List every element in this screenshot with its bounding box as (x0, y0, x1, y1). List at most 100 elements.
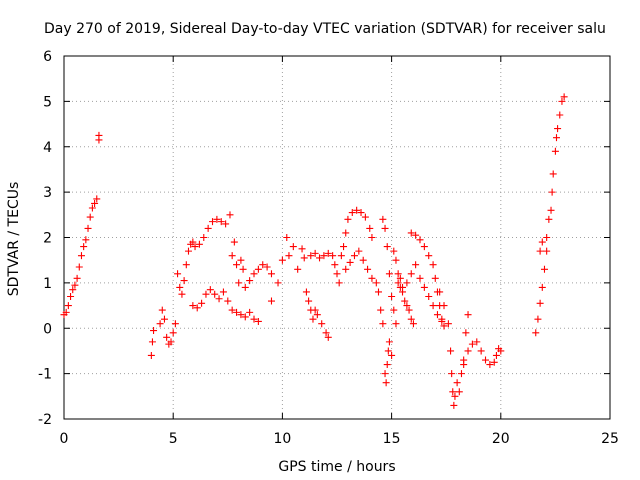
data-point (416, 236, 424, 244)
data-point (80, 243, 88, 251)
data-point (346, 258, 354, 266)
data-point (204, 224, 212, 232)
data-point (230, 238, 238, 246)
data-point (91, 199, 99, 207)
data-point (62, 308, 70, 316)
data-point (158, 306, 166, 314)
y-axis-label: SDTVAR / TECUs (6, 182, 22, 297)
data-point (448, 370, 456, 378)
data-point (335, 279, 343, 287)
data-point (71, 281, 79, 289)
data-point (156, 320, 164, 328)
data-point (381, 370, 389, 378)
y-tick-label: 3 (43, 185, 52, 201)
data-point (189, 302, 197, 310)
data-point (95, 131, 103, 139)
data-point (394, 279, 402, 287)
data-point (77, 252, 85, 260)
data-point (451, 392, 459, 400)
data-point (193, 304, 201, 312)
data-point (93, 195, 101, 203)
data-point (300, 254, 308, 262)
gridlines (64, 56, 610, 419)
data-point (337, 252, 345, 260)
data-point (182, 261, 190, 269)
data-point (283, 234, 291, 241)
data-point (350, 252, 358, 260)
data-point (392, 320, 400, 328)
data-point (381, 224, 389, 232)
y-tick-label: -1 (38, 367, 52, 383)
data-point (176, 283, 184, 291)
data-point (289, 243, 297, 251)
data-point (311, 249, 319, 257)
data-point (359, 256, 367, 264)
data-point (433, 311, 441, 319)
data-point (538, 238, 546, 246)
data-point (333, 270, 341, 278)
data-point (558, 97, 566, 105)
data-point (464, 347, 472, 355)
data-point (342, 229, 350, 237)
data-point (285, 252, 293, 260)
data-point (311, 306, 319, 314)
data-point (189, 238, 197, 246)
data-point (388, 351, 396, 359)
data-point (379, 215, 387, 223)
data-point (540, 265, 548, 273)
data-point (82, 236, 90, 244)
data-point (267, 297, 275, 305)
data-point (148, 338, 156, 346)
data-point (163, 333, 171, 341)
y-tick-label: 4 (43, 140, 52, 156)
data-point (556, 111, 564, 119)
data-point (372, 279, 380, 287)
data-point (420, 243, 428, 251)
data-point (222, 220, 230, 228)
data-point (174, 270, 182, 278)
data-point (298, 245, 306, 253)
x-tick-label: 0 (60, 431, 69, 447)
data-point (403, 279, 411, 287)
data-point (383, 361, 391, 369)
data-point (416, 274, 424, 282)
data-point (250, 315, 258, 323)
data-point (213, 215, 221, 223)
data-point (73, 274, 81, 282)
data-point (233, 261, 241, 269)
data-point (228, 252, 236, 260)
data-point (206, 286, 214, 294)
data-point (431, 274, 439, 282)
data-point (482, 356, 490, 364)
x-tick-label: 20 (492, 431, 510, 447)
x-tick-label: 5 (169, 431, 178, 447)
data-point (388, 292, 396, 300)
data-point (224, 297, 232, 305)
data-point (320, 252, 328, 260)
data-point (64, 302, 72, 310)
data-point (549, 170, 557, 178)
data-point (366, 224, 374, 232)
data-point (342, 265, 350, 273)
data-point (547, 206, 555, 214)
data-point (440, 302, 448, 310)
data-point (180, 277, 188, 285)
data-point (167, 338, 175, 346)
x-axis-label: GPS time / hours (278, 459, 395, 475)
y-tick-label: 2 (43, 231, 52, 247)
x-tick-label: 15 (383, 431, 401, 447)
data-point (450, 401, 458, 409)
data-point (309, 315, 317, 323)
data-point (457, 370, 465, 378)
data-point (534, 315, 542, 323)
data-point (361, 213, 369, 221)
axis-ticks: 0 5 10 15 20 25 -2 -1 0 1 2 3 4 5 6 (38, 49, 619, 447)
data-point (259, 261, 267, 269)
data-points (60, 93, 568, 409)
data-point (425, 292, 433, 300)
data-point (316, 254, 324, 262)
data-point (254, 317, 262, 325)
data-point (548, 188, 556, 196)
data-point (202, 290, 210, 298)
data-point (545, 215, 553, 223)
